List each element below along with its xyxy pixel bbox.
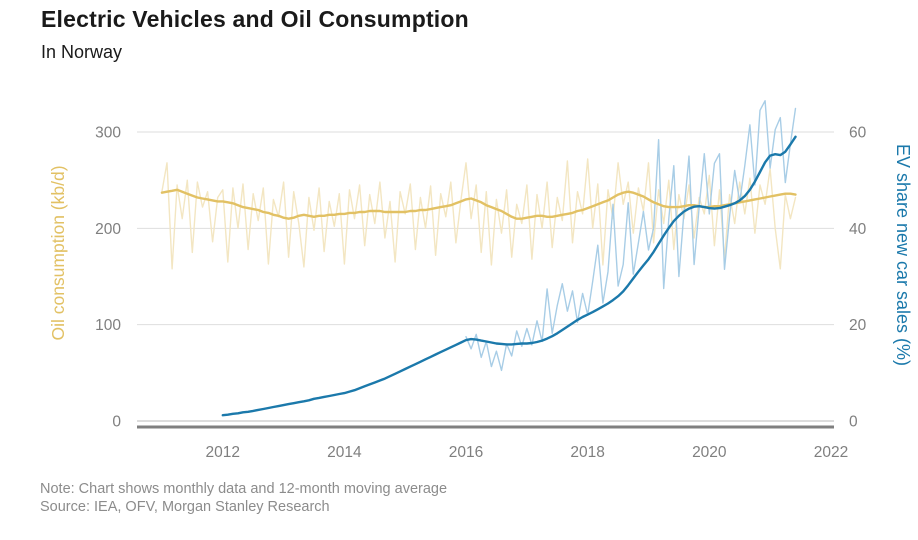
- oil-monthly-line: [161, 158, 797, 270]
- x-axis-tick-label: 2012: [206, 444, 240, 461]
- tick-layer: 0 100 200 300 0 20 40 60 2012 2014 2016 2018 2020 202…: [95, 125, 866, 462]
- grid-layer: [137, 131, 834, 429]
- note-text: Note: Chart shows monthly data and 12-mo…: [40, 481, 448, 497]
- right-axis-tick-label: 60: [849, 125, 867, 142]
- x-axis-tick-label: 2016: [449, 444, 483, 461]
- left-axis-tick-label: 0: [112, 414, 121, 431]
- page-title: Electric Vehicles and Oil Consumption: [41, 6, 469, 32]
- ev-average-line: [221, 135, 797, 417]
- right-axis-tick-label: 40: [849, 221, 867, 238]
- x-axis-tick-label: 2014: [327, 444, 362, 461]
- left-axis-tick-label: 100: [95, 317, 121, 334]
- x-axis-tick-label: 2022: [814, 444, 848, 461]
- x-axis-tick-label: 2020: [692, 444, 727, 461]
- page-subtitle: In Norway: [41, 42, 123, 62]
- right-axis-title: EV share new car sales (%): [893, 144, 913, 366]
- series-layer: [160, 99, 797, 417]
- ev-monthly-line: [465, 99, 797, 372]
- source-text: Source: IEA, OFV, Morgan Stanley Researc…: [40, 499, 330, 515]
- left-axis-title: Oil consumption (kb/d): [48, 165, 68, 340]
- chart-footer: Note: Chart shows monthly data and 12-mo…: [40, 480, 447, 516]
- oil-average-line: [160, 188, 797, 220]
- x-axis-tick-label: 2018: [570, 444, 604, 461]
- left-axis-tick-label: 200: [95, 221, 121, 238]
- right-axis-tick-label: 0: [849, 414, 858, 431]
- left-axis-tick-label: 300: [95, 125, 121, 142]
- right-axis-tick-label: 20: [849, 317, 867, 334]
